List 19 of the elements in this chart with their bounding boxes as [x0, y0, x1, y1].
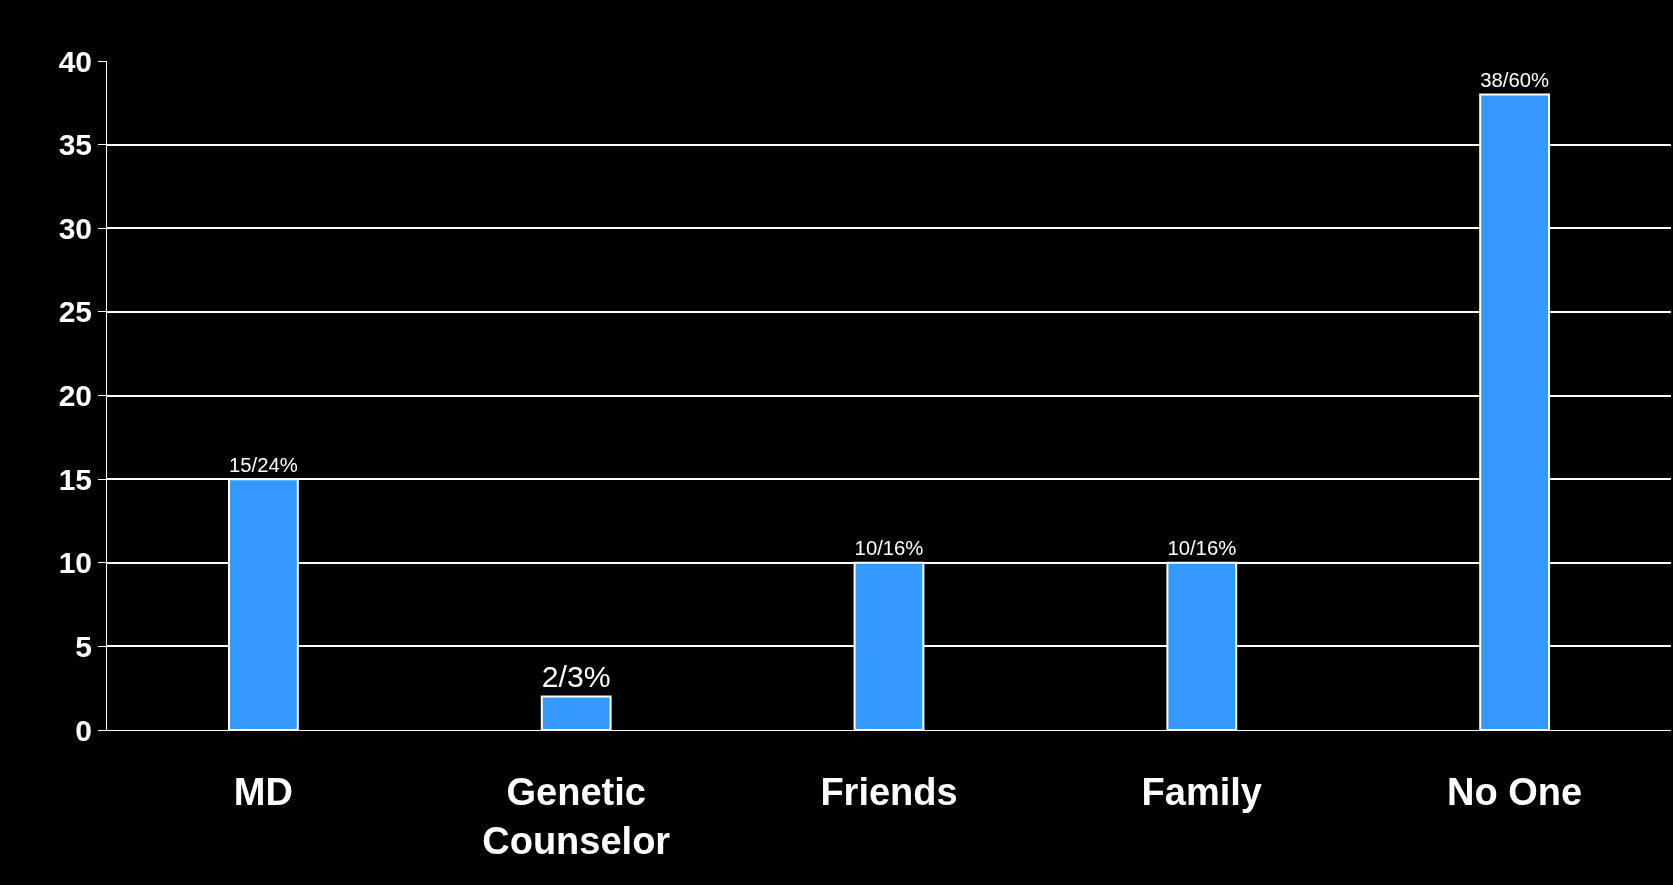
- y-tick-label: 15: [58, 462, 92, 496]
- data-label: 15/24%: [229, 453, 298, 476]
- x-tick-label: Friends: [820, 770, 958, 813]
- data-label: 38/60%: [1480, 69, 1549, 92]
- y-tick-label: 30: [58, 211, 92, 245]
- y-tick-label: 0: [75, 713, 92, 747]
- x-tick-label: No One: [1447, 770, 1583, 813]
- data-label: 2/3%: [541, 660, 611, 694]
- y-tick-label: 25: [58, 295, 92, 329]
- y-tick-label: 5: [75, 629, 92, 663]
- y-tick-label: 10: [58, 546, 92, 580]
- y-tick-label: 40: [58, 44, 92, 78]
- y-tick-label: 20: [58, 379, 92, 412]
- y-tick-label: 35: [58, 128, 92, 162]
- x-tick-label: Family: [1141, 770, 1262, 813]
- data-label: 10/16%: [854, 537, 924, 560]
- data-label: 10/16%: [1167, 537, 1237, 560]
- x-tick-label: MD: [233, 770, 293, 813]
- x-tick-label: Genetic Counselor: [482, 770, 671, 862]
